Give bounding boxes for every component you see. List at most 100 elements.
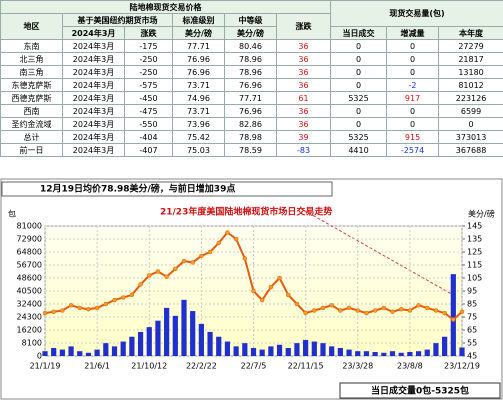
- chart: 12月19日均价78.98美分/磅，与前日增加39点 21/23年度美国陆地棉现…: [0, 178, 503, 400]
- volume-bar: [59, 349, 65, 356]
- cell: 西南: [0, 104, 63, 118]
- price-dot: [433, 308, 439, 313]
- cell: 0: [330, 39, 388, 53]
- cell: -175: [124, 39, 173, 53]
- cell: 917: [386, 91, 440, 105]
- x-tick-label: 21/6/1: [84, 362, 110, 371]
- volume-bar: [198, 323, 204, 356]
- volume-bar: [285, 347, 291, 356]
- subheader: 当日成交: [330, 26, 388, 40]
- volume-bar: [311, 341, 317, 356]
- cell: 4410: [330, 143, 388, 157]
- cell: 78.98: [224, 130, 277, 144]
- subheader: 美分/磅: [172, 26, 225, 40]
- price-dot: [268, 284, 274, 290]
- cell: 78.59: [224, 143, 277, 157]
- cell: 东南: [0, 39, 63, 53]
- x-tick-label: 22/2/22: [186, 362, 217, 371]
- y-tick-label: 48600: [17, 274, 42, 283]
- price-dot: [147, 273, 152, 278]
- cell: 2024年3月: [62, 78, 125, 92]
- volume-bar: [120, 341, 126, 356]
- cell: 77.71: [172, 39, 225, 53]
- x-tick-label: 23/8/8: [397, 362, 423, 371]
- cell: 北三角: [0, 52, 63, 66]
- y2-tick-label: 95: [467, 287, 477, 296]
- volume-bar: [355, 351, 361, 356]
- cell: 78.96: [224, 65, 277, 79]
- price-dot: [242, 256, 248, 261]
- header: 标准级别: [172, 13, 225, 27]
- volume-bar: [346, 349, 352, 356]
- cell: 36: [275, 117, 332, 131]
- cell: 36: [275, 39, 332, 53]
- cell: 2024年3月: [62, 130, 125, 144]
- volume-bar: [190, 311, 196, 356]
- y-tick-label: 56700: [17, 261, 42, 270]
- cell: 总计: [0, 130, 63, 144]
- cell: 73.71: [172, 104, 225, 118]
- volume-bar: [450, 274, 456, 356]
- cell: 东德克萨斯: [0, 78, 63, 92]
- cell: 39: [275, 130, 332, 144]
- price-dot: [51, 309, 56, 315]
- cell: 5325: [330, 130, 388, 144]
- cell: 0: [386, 65, 440, 79]
- volume-bar: [329, 346, 335, 356]
- price-dot: [129, 292, 135, 298]
- y2-tick-label: 105: [467, 274, 482, 283]
- volume-bar: [363, 351, 370, 356]
- volume-title: 现货交易量(包): [330, 0, 503, 27]
- cell: 0: [330, 104, 388, 118]
- volume-bar: [181, 299, 187, 356]
- cell: 2024年3月: [62, 143, 125, 157]
- cell: 75.03: [172, 143, 225, 157]
- price-dot: [86, 306, 91, 312]
- cell: 75.42: [172, 130, 225, 144]
- volume-bar: [276, 344, 283, 356]
- cell: -250: [124, 52, 173, 66]
- price-dot: [329, 303, 334, 308]
- cell: 0: [386, 104, 440, 118]
- volume-bar: [459, 347, 465, 356]
- cell: 前一日: [0, 143, 63, 157]
- header: 地区: [0, 13, 63, 40]
- cell: 36: [275, 104, 332, 118]
- price-dot: [259, 297, 265, 303]
- volume-bar: [77, 351, 83, 356]
- cell: -250: [124, 65, 173, 79]
- volume-bar: [85, 352, 92, 356]
- volume-bar: [242, 343, 248, 356]
- price-dot: [381, 305, 387, 311]
- header: 涨跌: [275, 13, 332, 40]
- cell: -2: [386, 78, 440, 92]
- price-dot: [398, 306, 404, 312]
- price-dot: [251, 288, 256, 294]
- volume-bar: [103, 343, 109, 356]
- cell: -404: [124, 130, 173, 144]
- price-dot: [190, 260, 195, 265]
- subheader: 2024年3月: [62, 26, 125, 40]
- volume-bar: [303, 339, 309, 356]
- cell: 0: [330, 65, 388, 79]
- cell: 915: [386, 130, 440, 144]
- volume-bar: [415, 351, 422, 356]
- price-dot: [42, 310, 48, 316]
- price-dot: [112, 297, 117, 303]
- volume-bar: [381, 352, 387, 356]
- header: 中等级: [224, 13, 277, 27]
- x-tick-label: 21/10/12: [131, 362, 167, 371]
- price-dot: [207, 249, 213, 255]
- y2-tick-label: 115: [467, 261, 482, 270]
- cell: 0: [386, 52, 440, 66]
- price-dot: [459, 309, 465, 315]
- cell: 223126: [438, 91, 503, 105]
- volume-bar: [250, 347, 257, 356]
- headline-box: [1, 181, 333, 197]
- cell: 2024年3月: [62, 39, 125, 53]
- cell: 61: [275, 91, 332, 105]
- y2-axis-label: 美分/磅: [468, 209, 495, 219]
- cell: 2024年3月: [62, 117, 125, 131]
- y2-tick-label: 55: [467, 339, 477, 348]
- price-dot: [94, 305, 100, 311]
